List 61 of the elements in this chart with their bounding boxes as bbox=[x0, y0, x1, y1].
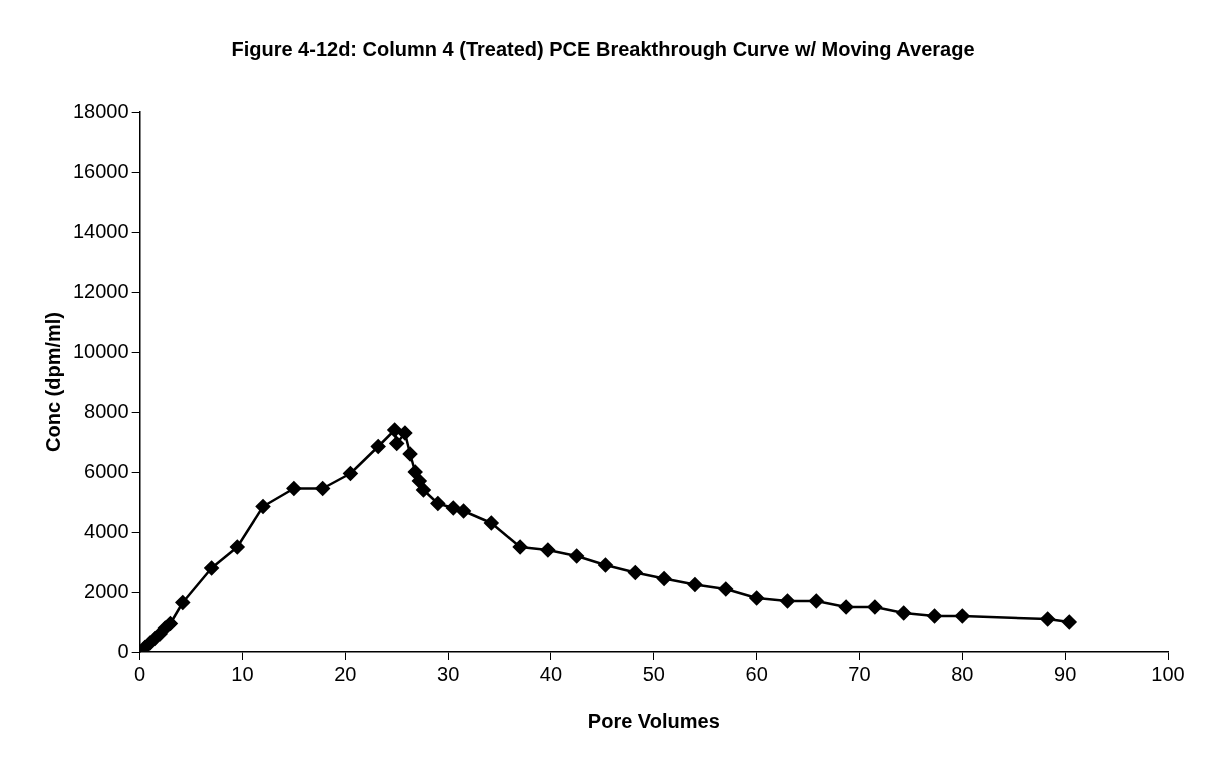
y-tick-label: 10000 bbox=[72, 339, 129, 362]
x-tick-label: 20 bbox=[334, 662, 357, 685]
x-tick-label: 80 bbox=[951, 662, 974, 685]
point bbox=[430, 496, 446, 511]
y-tick-label: 12000 bbox=[72, 279, 129, 302]
y-tick-label: 4000 bbox=[84, 519, 129, 542]
y-tick-label: 2000 bbox=[84, 579, 129, 602]
point bbox=[569, 548, 584, 564]
x-tick-label: 100 bbox=[1151, 662, 1185, 685]
point bbox=[896, 605, 911, 621]
point bbox=[484, 515, 499, 531]
point bbox=[370, 439, 386, 454]
point bbox=[927, 608, 942, 624]
point bbox=[416, 482, 431, 498]
point bbox=[456, 503, 471, 519]
y-tick-label: 6000 bbox=[84, 459, 129, 482]
point bbox=[512, 539, 528, 555]
point bbox=[402, 446, 418, 462]
point bbox=[204, 560, 219, 576]
point bbox=[718, 581, 734, 597]
point bbox=[163, 616, 178, 631]
point bbox=[1062, 614, 1077, 630]
x-tick-label: 30 bbox=[437, 662, 460, 685]
point bbox=[446, 500, 461, 516]
x-tick-label: 60 bbox=[745, 662, 768, 685]
point bbox=[1040, 611, 1055, 627]
x-tick-label: 0 bbox=[134, 662, 146, 685]
x-tick-label: 90 bbox=[1054, 662, 1077, 685]
point bbox=[412, 473, 427, 489]
point bbox=[175, 595, 191, 610]
point bbox=[598, 557, 613, 573]
y-tick-label: 8000 bbox=[84, 399, 129, 422]
point bbox=[656, 571, 672, 586]
point bbox=[230, 539, 245, 555]
point bbox=[387, 422, 402, 438]
point bbox=[867, 599, 883, 615]
point bbox=[397, 425, 413, 441]
x-tick-label: 10 bbox=[231, 662, 254, 685]
y-tick-label: 14000 bbox=[72, 219, 129, 242]
chart-title: Figure 4-12d: Column 4 (Treated) PCE Breakthrough Curve w/ Moving Average bbox=[231, 37, 975, 60]
point bbox=[389, 436, 404, 451]
point bbox=[780, 593, 795, 609]
point bbox=[687, 577, 703, 592]
point bbox=[628, 565, 643, 580]
point bbox=[540, 542, 556, 558]
x-tick-label: 40 bbox=[539, 662, 563, 685]
point bbox=[343, 466, 358, 481]
x-axis-title: Pore Volumes bbox=[587, 709, 720, 732]
point bbox=[955, 608, 970, 624]
point bbox=[315, 481, 330, 496]
point bbox=[286, 481, 302, 496]
point bbox=[809, 593, 824, 609]
y-tick-label: 16000 bbox=[72, 159, 129, 182]
y-tick-label: 18000 bbox=[72, 99, 129, 122]
x-tick-label: 70 bbox=[848, 662, 871, 685]
y-tick-label: 0 bbox=[117, 639, 129, 662]
point bbox=[838, 599, 854, 615]
point bbox=[255, 499, 271, 514]
point bbox=[749, 590, 764, 606]
y-axis-title: Conc (dpm/ml) bbox=[41, 312, 64, 452]
x-tick-label: 50 bbox=[642, 662, 665, 685]
